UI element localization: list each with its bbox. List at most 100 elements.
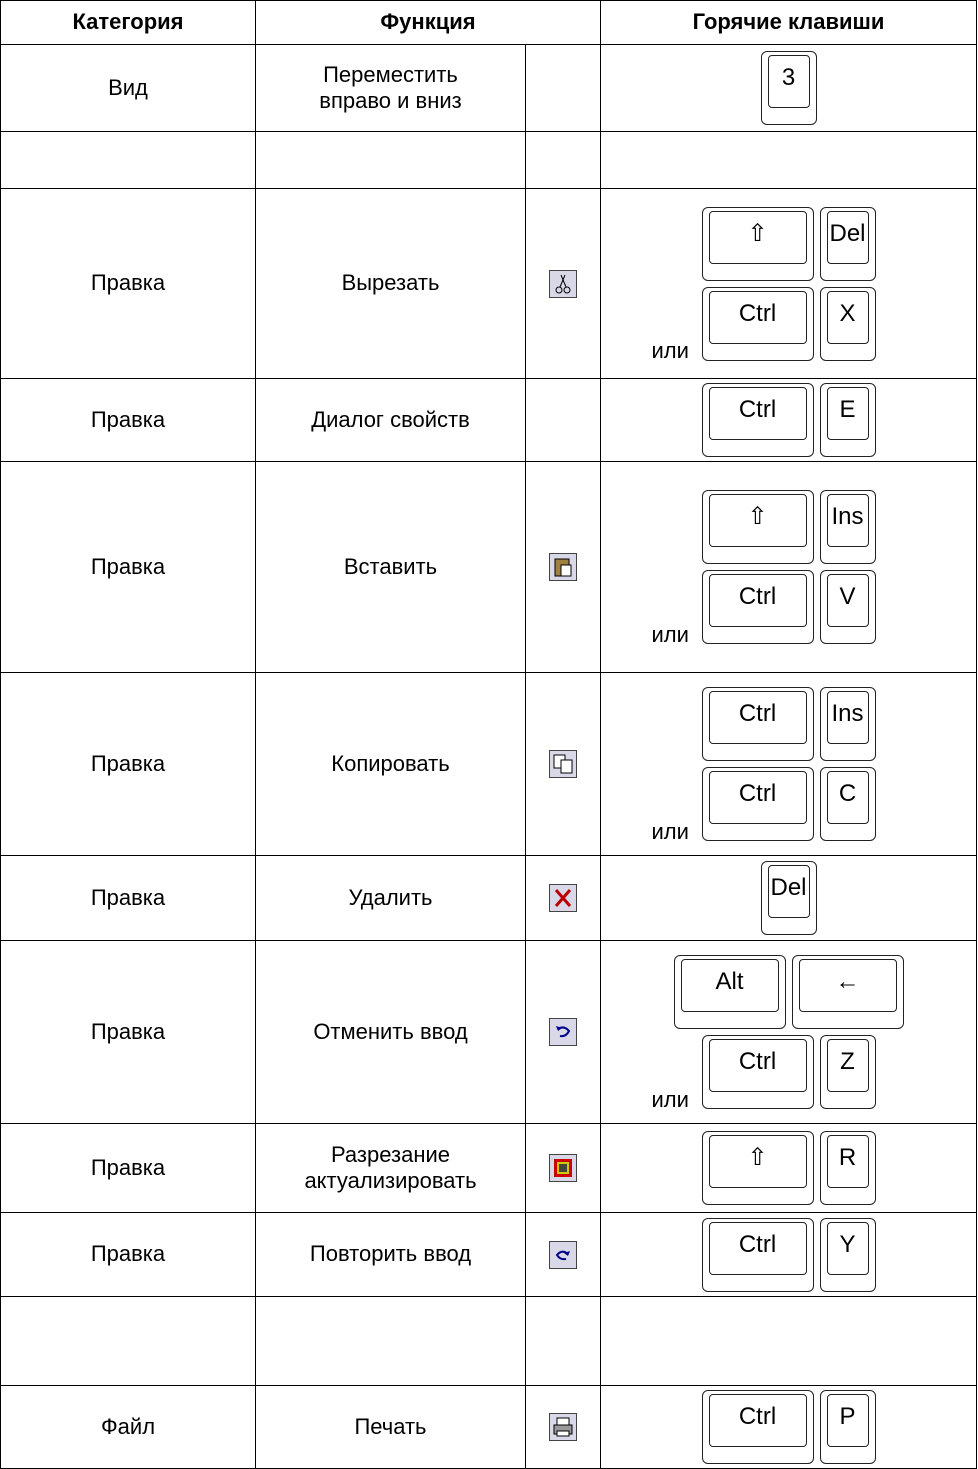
category-cell: Правка — [0, 1123, 256, 1213]
key-line: Ctrl Y — [701, 1217, 876, 1292]
undo-icon — [549, 1018, 577, 1047]
row: Правка Повторить ввод Ctrl Y — [0, 1212, 977, 1297]
key-line: ⇧ Ins — [701, 490, 876, 564]
key-lines: ⇧ R — [601, 1127, 976, 1209]
function-cell: Переместить вправо и вниз — [255, 44, 526, 132]
key-line: Alt ← — [673, 955, 904, 1029]
key: 3 — [760, 51, 817, 125]
category-cell: Вид — [0, 44, 256, 132]
keys-cell: ⇧ Ins или Ctrl V — [600, 461, 977, 673]
icon-cell — [524, 1385, 602, 1469]
category-cell: Правка — [0, 378, 256, 462]
key-line: Del — [760, 861, 817, 935]
key: Ctrl — [701, 1390, 814, 1464]
key-label: Ctrl — [708, 691, 807, 744]
paste-icon — [549, 553, 577, 582]
row: Вид Переместить вправо и вниз 3 — [0, 44, 977, 132]
key-line: ⇧ Del — [701, 206, 876, 281]
keys-cell: Ctrl E — [600, 378, 977, 462]
key: R — [819, 1131, 876, 1205]
keys-cell: Ctrl P — [600, 1385, 977, 1469]
print-icon — [549, 1413, 577, 1442]
icon-cell — [524, 940, 602, 1124]
key: Del — [760, 861, 817, 935]
key-label: P — [826, 1394, 869, 1447]
row: Правка Удалить Del — [0, 855, 977, 941]
key-label: ⇧ — [708, 494, 807, 547]
key: C — [819, 767, 876, 841]
key-lines: Alt ← или Ctrl Z — [601, 951, 976, 1113]
key: Del — [819, 206, 876, 281]
keys-cell: ⇧ R — [600, 1123, 977, 1213]
key-lines — [601, 156, 976, 164]
or-label: или — [651, 621, 689, 647]
category-cell — [0, 1296, 256, 1386]
key-line: Ctrl Ins — [701, 687, 876, 761]
category-cell: Файл — [0, 1385, 256, 1469]
key: Ctrl — [701, 1217, 814, 1292]
key-lines: Ctrl Y — [601, 1214, 976, 1296]
key: Ctrl — [701, 570, 814, 644]
delete-icon — [549, 884, 577, 913]
key-label: R — [826, 1135, 869, 1188]
key: P — [819, 1390, 876, 1464]
row: Правка Вставить ⇧ Ins или Ctrl V — [0, 461, 977, 673]
key-lines: Ctrl E — [601, 379, 976, 461]
keys-cell — [600, 131, 977, 189]
keys-cell: 3 — [600, 44, 977, 132]
key-label: Ctrl — [708, 1039, 807, 1092]
key-label: E — [826, 387, 869, 440]
row: Правка Разрезание актуализировать ⇧ R — [0, 1123, 977, 1213]
key-label: V — [826, 574, 869, 627]
key-label: ← — [798, 959, 897, 1012]
key: X — [819, 286, 876, 361]
key-label: ⇧ — [708, 210, 807, 264]
key: ⇧ — [701, 1131, 814, 1205]
keys-cell — [600, 1296, 977, 1386]
row: Правка Отменить ввод Alt ← или Ctrl Z — [0, 940, 977, 1124]
key: ⇧ — [701, 206, 814, 281]
function-cell: Копировать — [255, 672, 526, 856]
key-line: или Ctrl V — [652, 570, 876, 647]
key-label: Y — [826, 1221, 869, 1275]
key: Ctrl — [701, 687, 814, 761]
icon-cell — [524, 461, 602, 673]
key-lines: ⇧ Ins или Ctrl V — [601, 486, 976, 648]
key-label: X — [826, 290, 869, 344]
key-lines — [601, 1337, 976, 1345]
function-cell — [255, 1296, 526, 1386]
key: Ins — [819, 687, 876, 761]
key-label: Alt — [680, 959, 779, 1012]
category-cell: Правка — [0, 1212, 256, 1297]
refresh-icon — [549, 1154, 577, 1183]
key-label: Ctrl — [708, 387, 807, 440]
key-line: ⇧ R — [701, 1131, 876, 1205]
key: Ctrl — [701, 286, 814, 361]
key: V — [819, 570, 876, 644]
redo-icon — [549, 1240, 577, 1269]
row: Правка Копировать Ctrl Ins или Ctrl C — [0, 672, 977, 856]
key-lines: Ctrl P — [601, 1386, 976, 1468]
key-line: Ctrl E — [701, 383, 876, 457]
key: Ctrl — [701, 767, 814, 841]
category-cell: Правка — [0, 188, 256, 379]
key-lines: ⇧ Del или Ctrl X — [601, 203, 976, 365]
key-label: Ctrl — [708, 290, 807, 344]
key: ← — [791, 955, 904, 1029]
header-cell: Горячие клавиши — [600, 0, 977, 45]
function-cell: Вырезать — [255, 188, 526, 379]
key-label: Ctrl — [708, 574, 807, 627]
or-label: или — [651, 338, 689, 364]
key-label: Ins — [826, 494, 869, 547]
key: Alt — [673, 955, 786, 1029]
key-line: или Ctrl X — [652, 286, 876, 363]
function-cell: Удалить — [255, 855, 526, 941]
keys-cell: ⇧ Del или Ctrl X — [600, 188, 977, 379]
icon-cell — [524, 672, 602, 856]
key: Ctrl — [701, 383, 814, 457]
function-cell: Отменить ввод — [255, 940, 526, 1124]
icon-cell — [524, 188, 602, 379]
header-row: Категория Функция Горячие клавиши — [0, 0, 977, 45]
